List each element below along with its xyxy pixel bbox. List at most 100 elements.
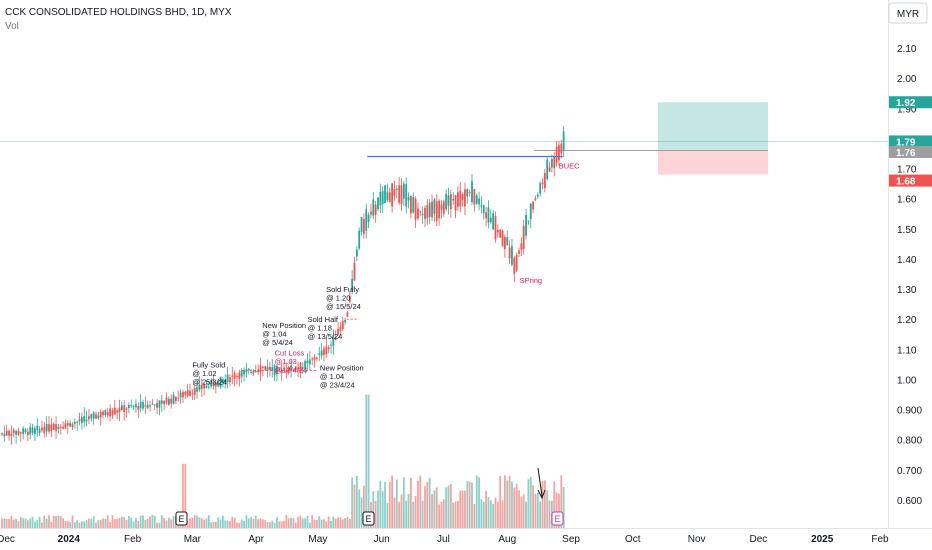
volume-bar xyxy=(5,518,8,528)
candle-body xyxy=(167,398,170,405)
candle-body xyxy=(55,424,57,432)
volume-bar xyxy=(313,519,316,528)
volume-bar xyxy=(226,520,229,528)
volume-bar xyxy=(205,518,208,528)
volume-bar xyxy=(116,518,119,528)
time-tick-label: Feb xyxy=(124,534,142,545)
candle-body xyxy=(118,407,121,413)
volume-bar xyxy=(304,518,307,528)
volume-bar xyxy=(480,499,483,528)
arrow-head xyxy=(537,489,546,500)
candle-body xyxy=(466,188,469,197)
candle-body xyxy=(172,394,175,404)
volume-bar xyxy=(55,516,57,528)
candle-body xyxy=(511,246,513,265)
candle-body xyxy=(95,414,97,419)
volume-bar xyxy=(344,517,346,528)
candle-body xyxy=(26,431,29,436)
volume-bar xyxy=(36,520,39,528)
volume-bar xyxy=(562,487,565,528)
candle-body xyxy=(81,417,83,424)
annotation-text: Sold Fully xyxy=(326,285,359,294)
volume-bar xyxy=(278,521,281,528)
volume-bar xyxy=(435,487,438,528)
volume-bar xyxy=(283,520,285,528)
volume-bar xyxy=(449,483,452,528)
time-axis[interactable]: Dec 2024 Feb Mar Apr May Jun Jul Aug Sep Oct Nov Dec… xyxy=(0,534,889,545)
volume-bar xyxy=(212,521,215,528)
volume-bar xyxy=(532,485,534,528)
volume-bar xyxy=(149,516,151,528)
candle-body xyxy=(57,426,60,430)
candle-body xyxy=(457,192,459,207)
volume-bar xyxy=(217,517,220,528)
candle-body xyxy=(163,400,166,405)
volume-bar xyxy=(306,515,309,528)
candle-body xyxy=(254,371,257,373)
price-tick-label: 0.600 xyxy=(897,496,922,507)
chart-title: CCK CONSOLIDATED HOLDINGS BHD, 1D, MYX xyxy=(5,7,232,18)
candle-body xyxy=(45,424,48,432)
candle-body xyxy=(66,423,69,426)
candle-body xyxy=(506,237,509,246)
candle-body xyxy=(97,415,100,419)
annotation-text: @ 15/5/24 xyxy=(326,302,361,311)
candle-body xyxy=(548,167,551,172)
earnings-marker-label: E xyxy=(365,514,371,524)
candle-body xyxy=(515,255,518,271)
candle-body xyxy=(438,200,440,219)
volume-bar xyxy=(158,522,161,528)
candle-body xyxy=(395,188,398,190)
candle-body xyxy=(62,426,64,429)
plot-area[interactable] xyxy=(0,0,888,528)
volume-bar xyxy=(473,503,476,528)
volume-bar xyxy=(358,489,361,528)
candle-body xyxy=(325,346,328,355)
time-tick-label: Aug xyxy=(498,534,516,545)
candle-body xyxy=(410,195,412,214)
candle-body xyxy=(513,257,516,274)
candle-body xyxy=(276,365,278,375)
candle-body xyxy=(374,204,377,215)
candle-body xyxy=(283,369,285,371)
volume-bar xyxy=(76,520,79,528)
candle-body xyxy=(344,319,346,323)
candle-body xyxy=(532,201,534,210)
candle-body xyxy=(64,423,67,429)
volume-bar xyxy=(558,493,560,528)
candle-body xyxy=(3,433,6,437)
price-tick-label: 2.10 xyxy=(897,44,917,55)
position-tool[interactable] xyxy=(534,102,768,175)
volume-bar xyxy=(294,522,297,528)
candle-body xyxy=(478,198,480,205)
candle-body xyxy=(102,411,104,416)
volume-bar xyxy=(210,522,213,528)
candle-body xyxy=(146,404,149,408)
price-tick-label: 0.700 xyxy=(897,466,922,477)
volume-bar xyxy=(487,497,490,528)
candle-body xyxy=(391,183,393,207)
time-tick-label: May xyxy=(308,534,327,545)
candle-body xyxy=(179,392,182,398)
volume-bar xyxy=(233,517,236,528)
candle-body xyxy=(525,214,527,236)
volume-bar xyxy=(99,519,102,528)
candle-body xyxy=(504,237,506,250)
volume-bar xyxy=(132,521,135,528)
candle-body xyxy=(400,185,403,205)
volume-bar xyxy=(461,490,464,528)
volume-bar xyxy=(198,517,201,528)
candle-body xyxy=(555,146,558,163)
price-tick-label: 1.70 xyxy=(897,165,917,176)
candle-body xyxy=(10,433,13,436)
candle-body xyxy=(88,416,90,420)
volume-bar xyxy=(66,520,69,528)
earnings-marker-label: E xyxy=(554,514,560,524)
volume-bar xyxy=(402,477,405,528)
candle-body xyxy=(269,366,271,370)
currency-button[interactable] xyxy=(888,2,928,24)
price-axis[interactable]: 2.102.001.901.801.701.601.501.401.301.20… xyxy=(897,44,922,507)
volume-bar xyxy=(170,519,173,528)
candle-body xyxy=(522,225,525,249)
